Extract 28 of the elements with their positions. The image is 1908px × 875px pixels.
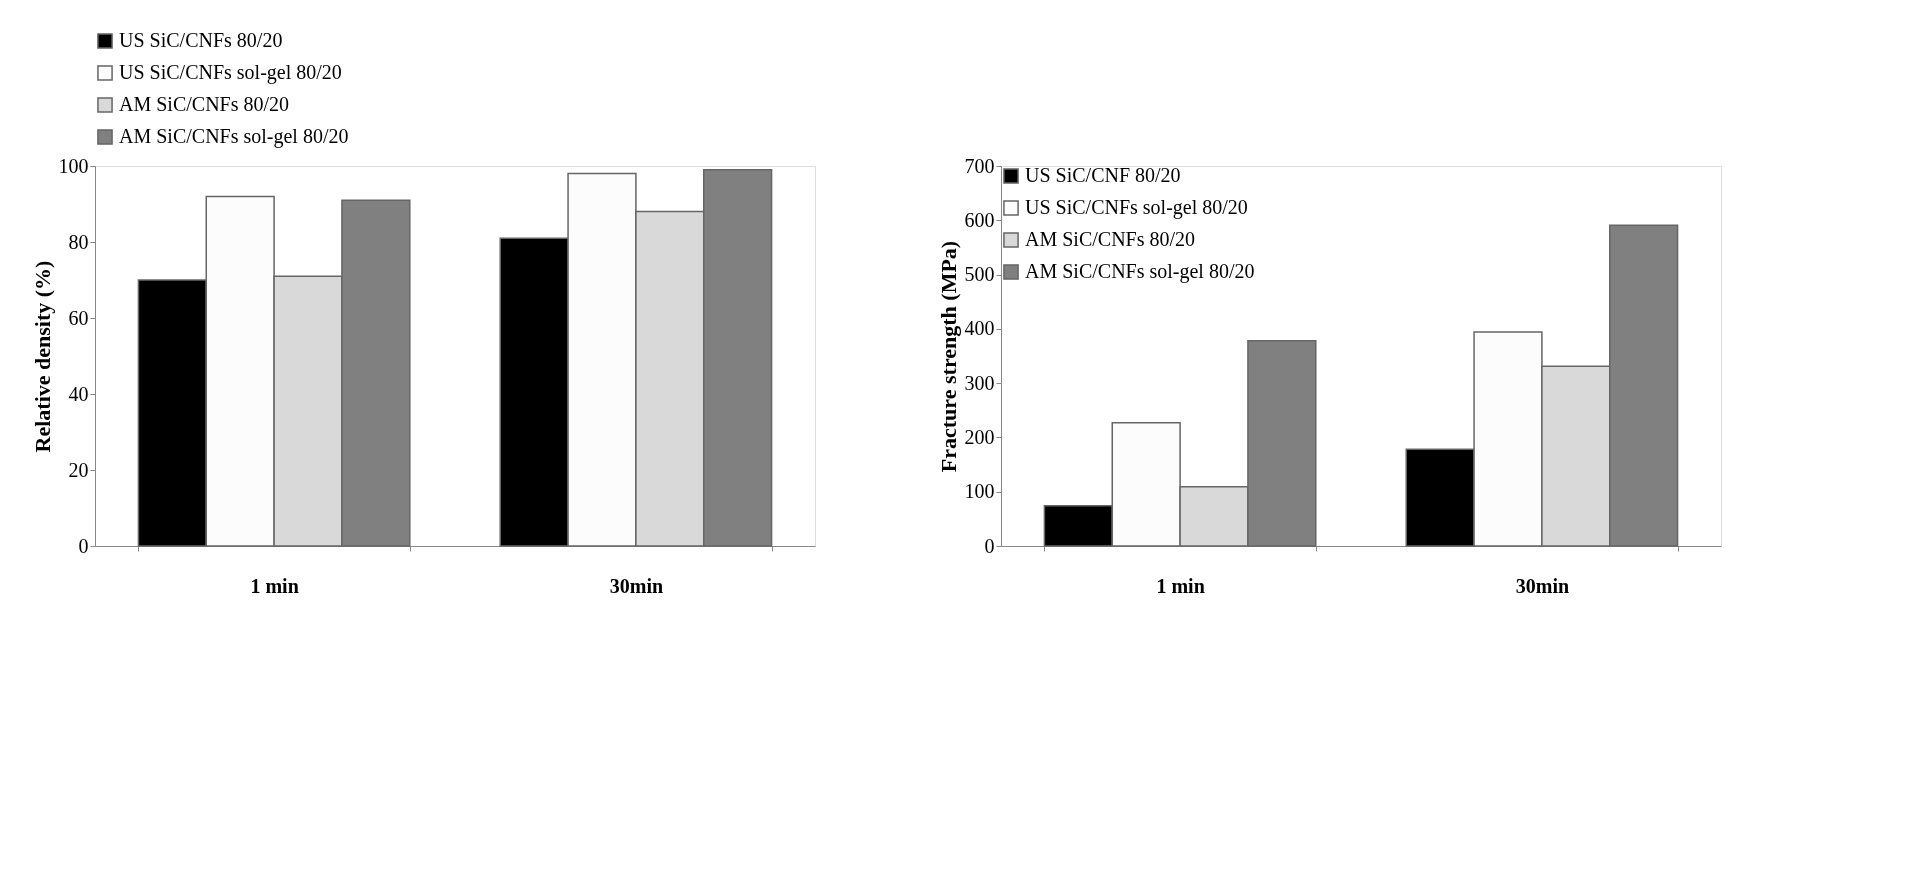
x-tick-label: 1 min [1156, 574, 1205, 597]
y-tick-label: 300 [964, 371, 995, 394]
y-tick-label: 80 [68, 230, 89, 253]
y-tick-label: 60 [68, 306, 89, 329]
y-tick-label: 400 [964, 317, 995, 340]
legend-label: AM SiC/CNFs sol-gel 80/20 [1025, 260, 1255, 283]
y-tick-label: 20 [68, 458, 89, 481]
legend-label: US SiC/CNFs sol-gel 80/20 [1025, 196, 1248, 219]
legend-label: US SiC/CNFs sol-gel 80/20 [119, 61, 342, 84]
y-tick-label: 500 [964, 263, 995, 286]
x-tick-label: 1 min [250, 574, 299, 597]
y-tick-label: 40 [68, 382, 89, 405]
y-tick-label: 0 [78, 534, 89, 557]
y-axis-title: Relative density (%) [29, 260, 55, 453]
legend-label: US SiC/CNF 80/20 [1025, 164, 1181, 186]
y-tick-label: 0 [984, 534, 995, 557]
legend-label: AM SiC/CNFs sol-gel 80/20 [119, 125, 349, 148]
y-axis-title: Fracture strength (MPa) [935, 240, 961, 473]
x-tick-label: 30min [609, 574, 664, 597]
y-tick-label: 100 [964, 480, 995, 503]
y-tick-label: 600 [964, 208, 995, 231]
y-tick-label: 100 [58, 154, 89, 177]
y-tick-label: 700 [964, 154, 995, 177]
y-tick-label: 200 [964, 425, 995, 448]
legend-label: US SiC/CNFs 80/20 [119, 29, 283, 51]
x-tick-label: 30min [1515, 574, 1570, 597]
legend-label: AM SiC/CNFs 80/20 [1025, 228, 1196, 250]
legend-label: AM SiC/CNFs 80/20 [119, 93, 290, 115]
